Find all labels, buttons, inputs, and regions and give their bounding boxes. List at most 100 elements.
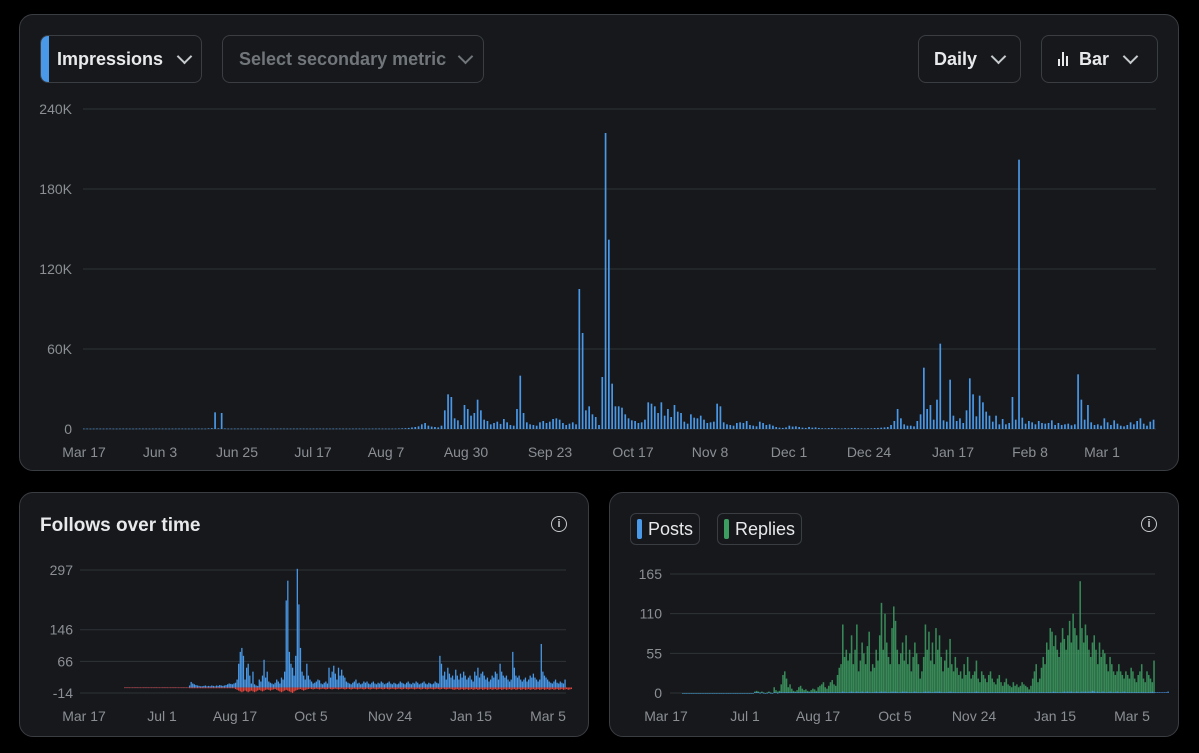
bar-replies [952,671,955,693]
bar-replies [889,664,892,693]
bar-unfollows [355,687,357,690]
bar-posts [718,693,721,694]
impressions-chart[interactable]: 0 60K 120K 180K 240K Mar 17 Jun 3 Jun 25 Jul 17 A… [20,15,1180,472]
bar-replies [1012,682,1015,693]
bar-impressions [411,427,413,429]
bar-unfollows [396,687,398,690]
bar-posts [1007,692,1009,693]
bar-unfollows [209,687,211,689]
bar-unfollows [391,687,394,689]
bar-impressions [306,428,308,430]
bar-impressions [795,426,797,429]
follows-chart[interactable]: -14 66 146 297 Mar 17 Jul 1 Aug 17 Oct 5 Nov 24 J… [20,493,590,738]
bar-follows [480,673,482,688]
bar-replies [845,649,848,693]
info-icon[interactable]: i [551,516,567,532]
secondary-metric-dropdown[interactable]: Select secondary metric [222,35,484,83]
bar-unfollows [146,687,148,689]
bar-posts [1095,692,1097,693]
bar-impressions [401,428,403,429]
legend-posts-toggle[interactable]: Posts [630,513,701,545]
bar-unfollows [377,687,379,690]
bar-unfollows [130,687,132,689]
bar-impressions [273,428,275,430]
info-icon[interactable]: i [1141,516,1157,532]
bar-unfollows [195,687,197,689]
bar-posts [873,692,876,693]
bar-follows [241,647,243,688]
bar-replies [921,671,923,693]
bar-posts [794,692,797,693]
bar-follows [521,681,523,688]
bar-impressions [729,425,732,429]
bar-posts [1132,692,1134,693]
bar-unfollows [225,687,227,689]
bar-unfollows [245,687,248,692]
bar-posts [1005,692,1008,693]
bar-posts [715,693,717,694]
bar-unfollows [157,687,159,689]
bar-posts [1038,692,1041,693]
bar-unfollows [133,687,135,689]
chart-type-dropdown[interactable]: Bar [1041,35,1158,83]
bar-unfollows [467,687,470,690]
bar-replies [799,685,802,693]
bar-unfollows [456,687,458,690]
bar-follows [315,681,317,688]
bar-posts [704,693,707,694]
bar-replies [993,682,995,693]
bar-unfollows [420,687,422,690]
bar-posts [708,693,710,694]
bar-unfollows [320,687,322,690]
bar-replies [1100,656,1103,693]
bar-posts [687,693,689,694]
bar-impressions [1018,159,1020,430]
bar-replies [984,678,986,693]
bar-follows [234,682,237,688]
bar-follows [303,675,305,688]
bar-posts [780,692,783,693]
bar-follows [526,681,528,688]
bar-follows [350,684,352,688]
bar-impressions [752,425,755,429]
bar-replies [1091,642,1094,693]
bar-impressions [371,428,374,430]
bar-follows [239,651,241,688]
bar-replies [991,678,994,693]
posts-replies-chart[interactable]: 0 55 110 165 Mar 17 Jul 1 Aug 17 Oct 5 Nov 24 Jan… [610,493,1180,738]
bar-unfollows [404,687,406,689]
bar-impressions [942,420,945,429]
bar-replies [778,690,781,693]
bar-posts [887,692,890,693]
x-tick-label: Mar 5 [1114,708,1150,724]
bar-impressions [263,428,266,430]
bar-unfollows [542,687,544,690]
bar-impressions [384,428,387,430]
bar-follows [326,683,329,688]
bar-unfollows [328,687,330,689]
bar-unfollows [413,687,416,690]
bar-impressions [906,425,909,429]
bar-impressions [188,428,190,430]
bar-impressions [608,239,610,429]
bar-impressions [1146,425,1148,429]
legend-replies-toggle[interactable]: Replies [717,513,803,545]
bar-unfollows [382,687,384,690]
bar-follows [405,682,408,688]
bar-impressions [355,428,358,430]
bar-posts [956,692,958,693]
legend-posts-label: Posts [648,518,694,539]
primary-metric-dropdown[interactable]: Impressions [40,35,202,83]
bar-posts [847,692,849,693]
bar-posts [901,691,904,693]
bar-impressions [276,428,279,430]
bar-unfollows [279,687,281,692]
x-tick-label: Mar 17 [62,444,106,460]
bar-unfollows [258,687,260,690]
bar-unfollows [385,687,387,689]
bar-follows [383,684,386,688]
bar-follows [437,683,439,688]
period-dropdown[interactable]: Daily [918,35,1021,83]
bar-impressions [1073,424,1076,429]
bar-replies [1031,678,1034,693]
